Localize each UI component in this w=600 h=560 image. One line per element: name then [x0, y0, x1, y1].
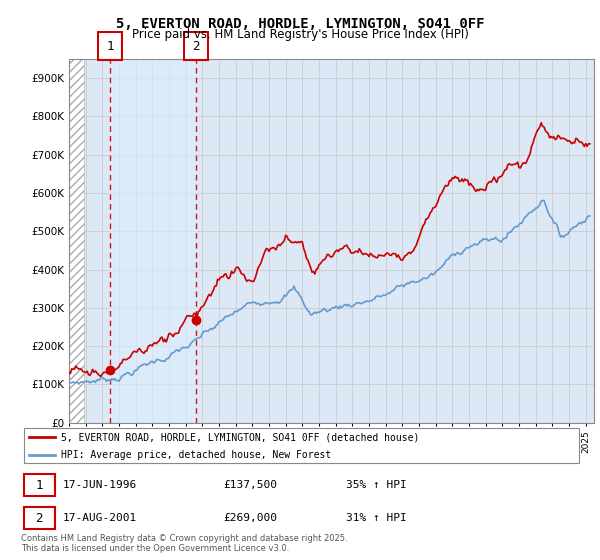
Text: 2: 2 [193, 40, 200, 53]
Bar [110, 59, 196, 423]
Bar [24, 507, 55, 529]
Text: 17-JUN-1996: 17-JUN-1996 [63, 480, 137, 490]
Text: Contains HM Land Registry data © Crown copyright and database right 2025.
This d: Contains HM Land Registry data © Crown c… [21, 534, 347, 553]
Text: 31% ↑ HPI: 31% ↑ HPI [346, 513, 407, 523]
Text: Price paid vs. HM Land Registry's House Price Index (HPI): Price paid vs. HM Land Registry's House … [131, 28, 469, 41]
Bar [24, 474, 55, 496]
Text: HPI: Average price, detached house, New Forest: HPI: Average price, detached house, New … [61, 450, 332, 460]
Text: 1: 1 [106, 40, 114, 53]
Text: 5, EVERTON ROAD, HORDLE, LYMINGTON, SO41 0FF (detached house): 5, EVERTON ROAD, HORDLE, LYMINGTON, SO41… [61, 432, 420, 442]
Text: 17-AUG-2001: 17-AUG-2001 [63, 513, 137, 523]
Text: 5, EVERTON ROAD, HORDLE, LYMINGTON, SO41 0FF: 5, EVERTON ROAD, HORDLE, LYMINGTON, SO41… [116, 17, 484, 31]
FancyBboxPatch shape [24, 428, 579, 463]
Text: £137,500: £137,500 [223, 480, 277, 490]
Text: £269,000: £269,000 [223, 513, 277, 523]
Text: 35% ↑ HPI: 35% ↑ HPI [346, 480, 407, 490]
Text: 1: 1 [35, 479, 43, 492]
Text: 2: 2 [35, 511, 43, 525]
